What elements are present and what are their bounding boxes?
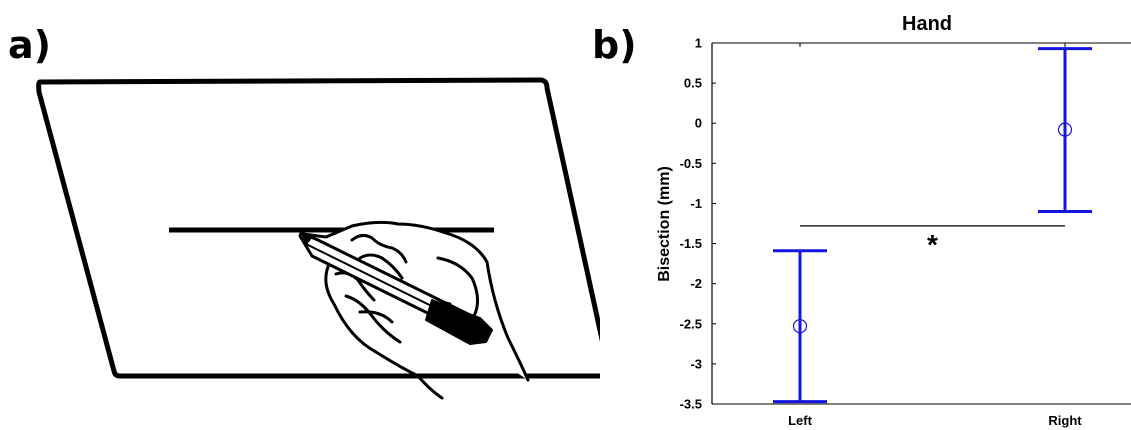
significance-marker: *	[927, 229, 938, 260]
y-ticks: 1 0.5 0 -0.5 -1 -1.5 -2 -2.5 -3 -3.5	[680, 36, 716, 412]
y-tick-label: -2.5	[680, 316, 702, 331]
line-bisection-illustration	[36, 77, 600, 400]
pen-icon	[298, 231, 493, 345]
y-tick-label: 0.5	[684, 76, 702, 91]
panel-a-label: a)	[8, 23, 52, 67]
x-tick-label: Left	[788, 413, 813, 428]
mean-point-left	[792, 319, 808, 334]
y-axis-label: Bisection (mm)	[656, 166, 673, 282]
chart-title: Hand	[902, 13, 952, 35]
y-tick-label: -1.5	[680, 236, 702, 251]
y-tick-label: -3	[690, 356, 702, 371]
y-tick-label: -3.5	[680, 397, 702, 412]
x-ticks: Left Right	[788, 43, 1082, 428]
y-tick-label: -2	[690, 276, 702, 291]
y-tick-label: 0	[695, 116, 702, 131]
y-tick-label: 1	[695, 36, 702, 51]
y-tick-label: -1	[690, 196, 702, 211]
mean-point-right	[1057, 122, 1073, 137]
y-tick-label: -0.5	[680, 156, 702, 171]
x-tick-label: Right	[1048, 413, 1082, 428]
chart-axes	[711, 42, 1131, 405]
chart-marks: *	[773, 47, 1092, 404]
panel-b-label: b)	[592, 23, 637, 67]
